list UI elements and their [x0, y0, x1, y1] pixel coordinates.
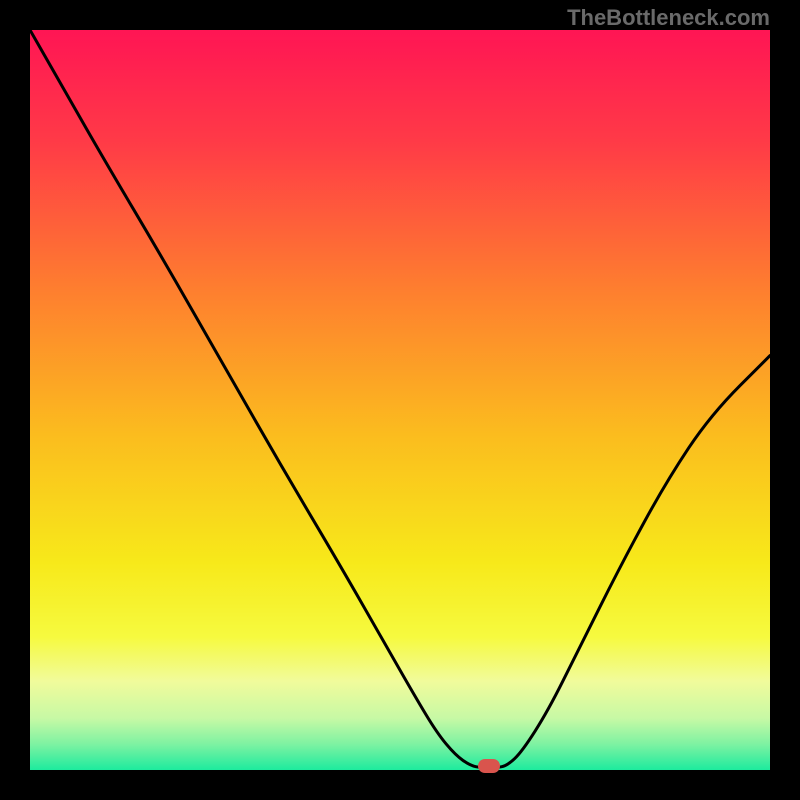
gradient-background: [30, 30, 770, 770]
attribution-text: TheBottleneck.com: [567, 5, 770, 31]
chart-frame: TheBottleneck.com: [0, 0, 800, 800]
valley-marker: [478, 759, 500, 773]
bottleneck-curve: [30, 30, 770, 768]
chart-svg: [30, 30, 770, 770]
plot-area: [30, 30, 770, 770]
